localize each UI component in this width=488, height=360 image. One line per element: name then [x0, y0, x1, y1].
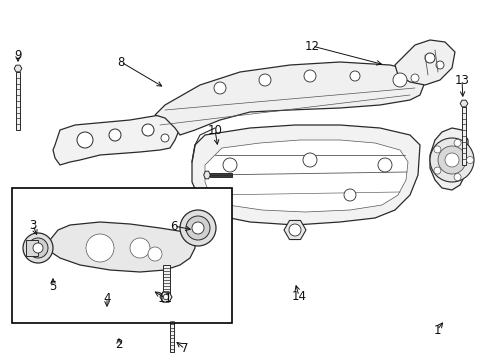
- Bar: [462, 107, 465, 165]
- Circle shape: [377, 158, 391, 172]
- Text: 5: 5: [49, 279, 57, 292]
- Circle shape: [259, 74, 270, 86]
- Circle shape: [303, 153, 316, 167]
- Polygon shape: [204, 140, 407, 212]
- Circle shape: [163, 294, 168, 300]
- Text: 6: 6: [170, 220, 177, 233]
- Polygon shape: [88, 245, 95, 251]
- Circle shape: [180, 210, 216, 246]
- Circle shape: [23, 233, 53, 263]
- Bar: [95, 247, 114, 249]
- Polygon shape: [284, 220, 305, 239]
- Circle shape: [392, 73, 406, 87]
- Circle shape: [435, 61, 443, 69]
- Circle shape: [192, 222, 203, 234]
- Polygon shape: [203, 171, 210, 179]
- Circle shape: [288, 224, 301, 236]
- Circle shape: [453, 174, 460, 181]
- Circle shape: [148, 247, 162, 261]
- Circle shape: [185, 216, 209, 240]
- Circle shape: [144, 255, 151, 261]
- Circle shape: [48, 243, 58, 252]
- Circle shape: [429, 138, 473, 182]
- Polygon shape: [160, 292, 172, 302]
- Text: 11: 11: [157, 292, 172, 305]
- Circle shape: [444, 153, 458, 167]
- Text: 13: 13: [454, 73, 468, 86]
- Bar: [170, 317, 173, 352]
- Text: 2: 2: [115, 338, 122, 351]
- Circle shape: [466, 157, 472, 163]
- Circle shape: [433, 146, 440, 153]
- Circle shape: [433, 167, 440, 174]
- Circle shape: [304, 70, 315, 82]
- Bar: [163, 265, 170, 295]
- Text: 7: 7: [181, 342, 188, 356]
- Circle shape: [33, 243, 43, 253]
- Circle shape: [161, 134, 169, 142]
- Bar: [17, 72, 20, 130]
- Circle shape: [109, 129, 121, 141]
- Circle shape: [77, 132, 93, 148]
- Circle shape: [453, 139, 460, 147]
- Circle shape: [142, 124, 154, 136]
- Text: 12: 12: [304, 40, 319, 53]
- Circle shape: [424, 53, 434, 63]
- Polygon shape: [14, 65, 22, 72]
- Circle shape: [44, 239, 62, 257]
- Circle shape: [343, 189, 355, 201]
- Circle shape: [410, 74, 418, 82]
- Circle shape: [28, 238, 48, 258]
- Bar: [12, 188, 231, 323]
- Circle shape: [349, 71, 359, 81]
- Circle shape: [437, 146, 465, 174]
- Text: 3: 3: [29, 219, 37, 231]
- Circle shape: [86, 234, 114, 262]
- Circle shape: [140, 250, 156, 266]
- Text: 10: 10: [207, 123, 222, 136]
- Circle shape: [223, 158, 237, 172]
- Circle shape: [214, 82, 225, 94]
- Bar: [26, 240, 38, 256]
- Polygon shape: [429, 128, 467, 190]
- Text: 1: 1: [432, 324, 440, 337]
- Polygon shape: [155, 62, 424, 135]
- Polygon shape: [394, 40, 454, 85]
- Polygon shape: [459, 100, 467, 107]
- Text: 8: 8: [117, 55, 124, 68]
- Polygon shape: [192, 125, 419, 225]
- Circle shape: [130, 238, 150, 258]
- Text: 4: 4: [103, 292, 110, 305]
- Polygon shape: [53, 115, 180, 165]
- Polygon shape: [168, 310, 176, 317]
- Circle shape: [289, 225, 299, 235]
- Text: 14: 14: [291, 289, 306, 302]
- Text: 9: 9: [14, 49, 21, 62]
- Polygon shape: [48, 222, 195, 272]
- Bar: [209, 173, 231, 177]
